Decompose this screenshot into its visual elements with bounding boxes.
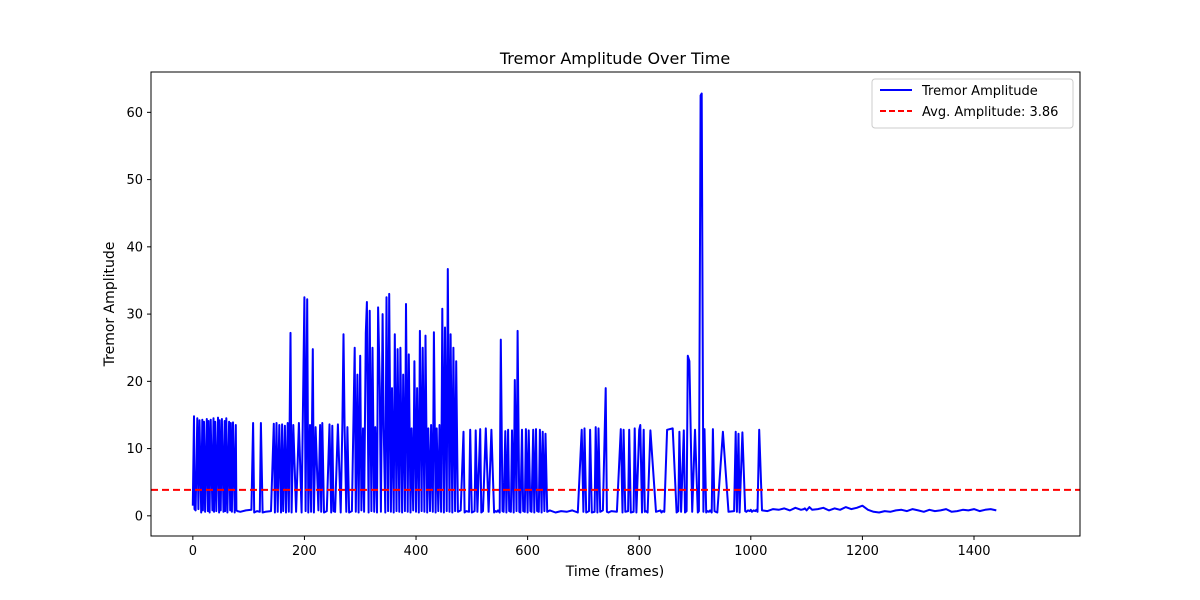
y-tick-label: 10: [126, 442, 143, 457]
y-axis-label: Tremor Amplitude: [102, 242, 118, 368]
y-tick-label: 40: [126, 240, 143, 255]
y-tick-label: 30: [126, 308, 143, 323]
x-tick-label: 400: [404, 544, 429, 559]
x-tick-label: 600: [515, 544, 540, 559]
y-tick-label: 0: [135, 509, 143, 524]
x-tick-label: 200: [292, 544, 317, 559]
chart-title: Tremor Amplitude Over Time: [499, 49, 730, 68]
x-tick-label: 1400: [957, 544, 990, 559]
legend-label-tremor: Tremor Amplitude: [921, 84, 1038, 99]
x-tick-label: 0: [189, 544, 197, 559]
x-tick-label: 800: [627, 544, 652, 559]
y-tick-label: 20: [126, 375, 143, 390]
x-tick-label: 1000: [734, 544, 767, 559]
x-axis-label: Time (frames): [565, 564, 664, 580]
y-tick-label: 50: [126, 173, 143, 188]
legend-label-average: Avg. Amplitude: 3.86: [922, 105, 1058, 120]
y-tick-label: 60: [126, 106, 143, 121]
x-tick-label: 1200: [846, 544, 879, 559]
legend: Tremor Amplitude Avg. Amplitude: 3.86: [872, 79, 1073, 128]
